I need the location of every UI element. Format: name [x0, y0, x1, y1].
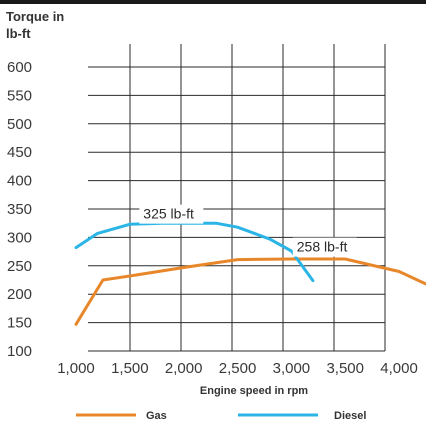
x-tick-labels: 1,000 1,500 2,000 2,500 3,000 3,500 4,000 — [57, 360, 418, 377]
y-tick-label: 150 — [7, 315, 32, 332]
legend-label-gas: Gas — [146, 410, 167, 422]
y-tick-label: 300 — [7, 229, 32, 246]
y-tick-label: 600 — [7, 59, 32, 76]
annotation-bg — [139, 204, 204, 224]
series-lines — [74, 221, 426, 326]
y-tick-label: 500 — [7, 116, 32, 133]
annotations: 325 lb-ft 258 lb-ft — [139, 204, 357, 257]
y-tick-label: 350 — [7, 201, 32, 218]
x-tick-label: 4,000 — [380, 360, 418, 377]
x-tick-label: 1,000 — [57, 360, 95, 377]
legend: Gas Diesel — [76, 410, 366, 422]
series-line-gas — [74, 257, 426, 326]
y-axis-label-line1: Torque in — [6, 9, 64, 24]
x-tick-label: 3,000 — [273, 360, 311, 377]
annotation-bg — [292, 237, 357, 257]
series-line-diesel — [74, 221, 315, 283]
top-rule — [0, 0, 426, 4]
y-tick-label: 100 — [7, 343, 32, 360]
x-tick-label: 1,500 — [111, 360, 149, 377]
x-axis-label: Engine speed in rpm — [200, 385, 308, 397]
y-tick-labels: 100 150 200 250 300 350 400 450 500 550 600 — [7, 59, 32, 360]
y-axis-label-line2: lb-ft — [6, 26, 31, 41]
x-tick-label: 2,000 — [165, 360, 203, 377]
legend-label-diesel: Diesel — [334, 410, 366, 422]
y-tick-label: 200 — [7, 286, 32, 303]
x-tick-label: 3,500 — [326, 360, 364, 377]
annotation-label: 258 lb-ft — [297, 239, 348, 255]
y-tick-label: 550 — [7, 87, 32, 104]
grid — [88, 44, 386, 352]
y-tick-label: 400 — [7, 173, 32, 190]
y-tick-label: 450 — [7, 144, 32, 161]
x-tick-label: 2,500 — [219, 360, 257, 377]
y-tick-label: 250 — [7, 258, 32, 275]
annotation-label: 325 lb-ft — [143, 206, 194, 222]
